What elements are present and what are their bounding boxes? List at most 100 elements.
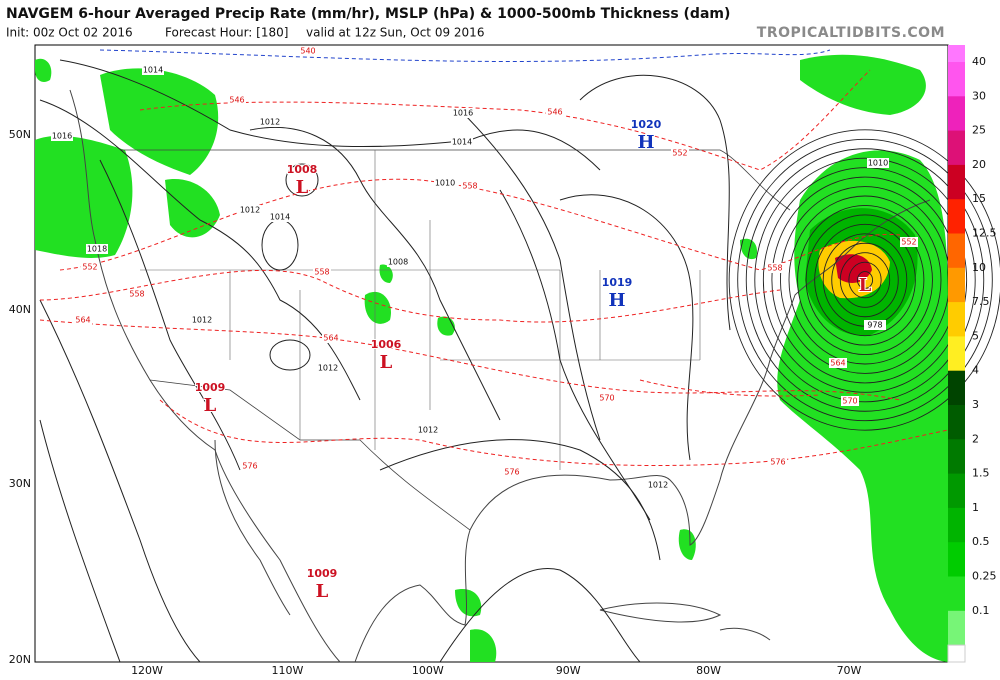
scale-label: 1.5: [972, 467, 990, 480]
precip-area: [100, 68, 219, 175]
center-letter: L: [316, 581, 329, 602]
color-swatch: [948, 45, 965, 62]
coast-line: [214, 439, 291, 616]
isobar: [379, 439, 661, 561]
scale-label: 0.1: [972, 604, 990, 617]
label-bg: [142, 65, 164, 75]
thickness-label: 576: [504, 468, 519, 477]
border-line: [149, 379, 471, 531]
scale-label: 0.25: [972, 570, 997, 583]
thickness-label: 540: [300, 47, 315, 56]
isobar: [559, 194, 694, 461]
precip-area: [800, 54, 926, 115]
center-letter: H: [637, 132, 654, 153]
isobar-label: 1018: [87, 245, 107, 254]
center-letter: H: [608, 290, 625, 311]
center-value: 1006: [371, 338, 402, 351]
label-bg: [239, 205, 261, 215]
color-swatch: [948, 233, 965, 269]
color-swatch: [948, 610, 965, 646]
label-bg: [829, 358, 847, 368]
isobar-label: 1012: [648, 481, 668, 490]
thickness-label: 558: [129, 290, 144, 299]
isobar-label: 1010: [435, 179, 455, 188]
label-bg: [269, 212, 291, 222]
color-swatch: [947, 644, 966, 663]
isobar: [762, 167, 968, 393]
color-swatch: [948, 405, 965, 440]
isobar: [856, 271, 874, 289]
color-swatch: [948, 267, 965, 303]
isobar-label: 1016: [453, 109, 473, 118]
init-time: Init: 00z Oct 02 2016: [6, 26, 133, 40]
forecast-hour: Forecast Hour: [180]: [165, 26, 288, 40]
map-labels: 1008L1020H1019H1006L1009L1009LL101410121…: [51, 46, 918, 603]
isobar: [754, 157, 976, 403]
isobar-label: 1012: [240, 206, 260, 215]
label-bg: [417, 425, 439, 435]
precip-area: [455, 589, 482, 617]
precip-area: [678, 529, 696, 560]
color-swatch: [948, 507, 965, 543]
center-letter: L: [296, 177, 309, 198]
label-bg: [322, 333, 340, 343]
label-bg: [900, 237, 918, 247]
isobar: [814, 223, 916, 337]
scale-label: 30: [972, 89, 986, 102]
label-bg: [86, 244, 108, 254]
coast-line: [69, 89, 341, 663]
label-bg: [387, 257, 409, 267]
center-value: 1020: [631, 118, 662, 131]
lat-label: 40N: [9, 303, 31, 316]
thickness-label: 552: [901, 238, 916, 247]
isobar-label: 978: [867, 321, 882, 330]
precip-area: [470, 629, 497, 662]
thickness-line: [639, 379, 821, 397]
isobar: [269, 339, 311, 371]
isobar-label: 1012: [418, 426, 438, 435]
thickness-label: 558: [314, 268, 329, 277]
color-swatch: [948, 130, 965, 166]
site-name: TROPICALTIDBITS.COM: [757, 25, 945, 41]
label-bg: [74, 315, 92, 325]
scale-label: 7.5: [972, 295, 990, 308]
color-swatch: [948, 473, 965, 509]
lon-label: 100W: [412, 664, 444, 677]
thickness-label: 570: [599, 394, 614, 403]
thickness-lines: [39, 49, 949, 466]
isobar: [459, 109, 601, 441]
color-swatch: [948, 370, 965, 406]
thickness-label: 546: [229, 96, 244, 105]
isobar-label: 1012: [192, 316, 212, 325]
isobar-label: 1014: [143, 66, 163, 75]
isobar: [499, 189, 651, 521]
label-bg: [766, 263, 784, 273]
scale-label: 1: [972, 501, 979, 514]
lat-label: 20N: [9, 653, 31, 666]
center-letter: L: [859, 275, 872, 296]
island: [719, 627, 771, 641]
label-bg: [546, 107, 564, 117]
color-scale: 40 30 25 20 15 12.5 10 7.5 5 4 3 2 1.5 1 0.5 0.25 0.1: [947, 45, 997, 663]
scale-label: 4: [972, 364, 979, 377]
isobars: [39, 59, 731, 663]
thickness-label: 558: [767, 264, 782, 273]
center-value: 1019: [602, 276, 633, 289]
precip-area: [364, 291, 391, 324]
label-bg: [241, 461, 259, 471]
scale-label: 25: [972, 124, 986, 137]
color-swatch: [948, 62, 965, 97]
label-bg: [81, 262, 99, 272]
label-bg: [51, 131, 73, 141]
label-bg: [864, 320, 886, 330]
isobar-label: 1014: [452, 138, 472, 147]
thickness-label: 576: [242, 462, 257, 471]
lon-label: 120W: [131, 664, 163, 677]
isobar: [59, 59, 601, 171]
isobar: [848, 261, 882, 299]
coast-line: [354, 199, 931, 663]
precip-area: [35, 58, 52, 82]
center-letter: L: [380, 352, 393, 373]
valid-time: valid at 12z Sun, Oct 09 2016: [306, 26, 484, 40]
